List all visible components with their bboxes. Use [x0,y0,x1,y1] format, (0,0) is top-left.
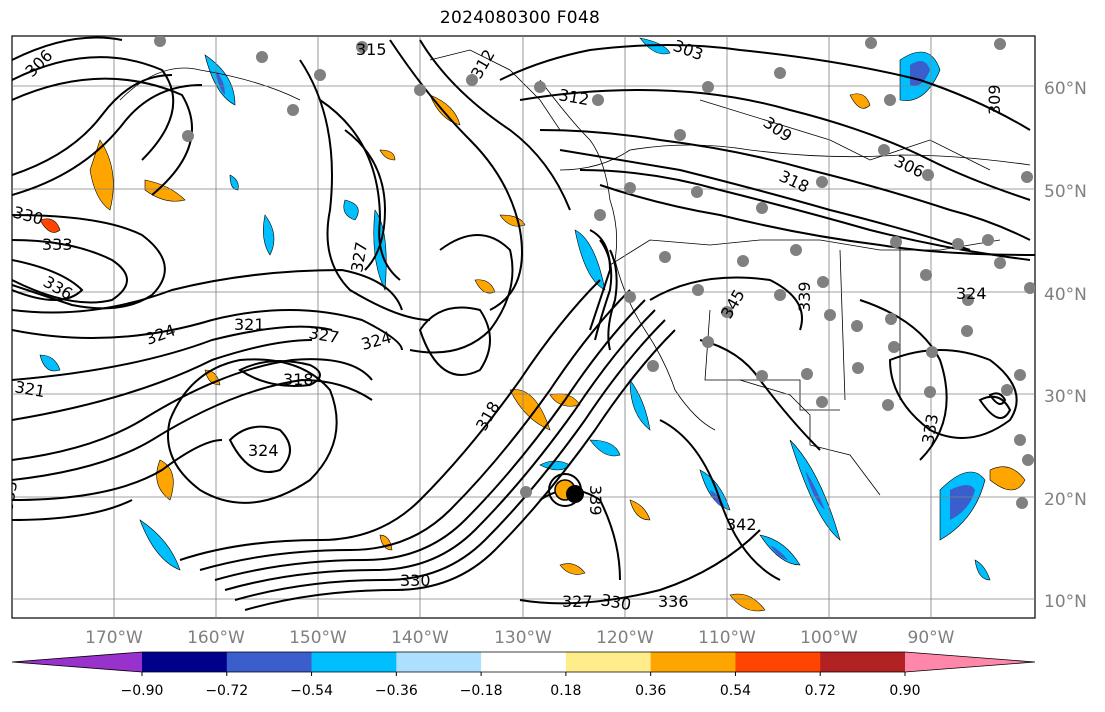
lon-tick-label: 90°W [908,628,955,648]
colorbar-tick-label: −0.54 [290,683,333,699]
colorbar-tick-label: 0.54 [720,683,751,699]
contour-label: 324 [956,284,987,303]
lon-tick-label: 100°W [800,628,858,648]
lat-tick-label: 60°N [1044,79,1087,99]
colorbar-segment [311,652,397,672]
contour-label: 315 [356,40,387,59]
colorbar-segment [142,652,228,672]
colorbar-segment [226,652,313,672]
contour-lines [12,36,1035,611]
colorbar-tick-label: 0.18 [550,683,581,699]
contour-label: 318 [283,370,314,389]
lat-tick-label: 20°N [1044,490,1087,510]
colorbar-segment [735,652,821,672]
colorbar-segment [396,652,482,672]
colorbar-tick-label: −0.72 [205,683,248,699]
colorbar-tick-label: −0.36 [375,683,418,699]
map-panel: 306 315 303 312 309 318 306 330 333 336 … [0,35,1036,619]
shaded-field [39,37,1026,612]
contour-label: 342 [726,515,757,534]
lon-tick-label: 160°W [187,628,245,648]
colorbar-tick-label: −0.90 [121,683,164,699]
contour-label: 309 [985,84,1004,115]
contour-label: 327 [562,592,593,611]
colorbar-segment [565,652,652,672]
colorbar-segment [820,652,906,672]
storm-center-marker [548,473,584,507]
colorbar-tick-label: −0.18 [460,683,503,699]
lon-tick-label: 150°W [289,628,347,648]
contour-label: 321 [234,315,265,334]
lat-tick-label: 40°N [1044,285,1087,305]
colorbar-segment [481,652,567,672]
contour-label: 339 [795,281,814,312]
contour-label: 333 [42,235,73,254]
contour-label: 324 [248,441,279,460]
lon-tick-label: 170°W [85,628,143,648]
contour-label: 336 [658,592,689,611]
colorbar-extend-high [905,652,1035,672]
lon-tick-label: 120°W [596,628,654,648]
coastlines [119,49,1031,496]
colorbar-tick-label: 0.36 [635,683,666,699]
contour-label: 330 [400,571,431,590]
lat-tick-label: 10°N [1044,592,1087,612]
chart-title: 2024080300 F048 [439,8,601,28]
lon-tick-label: 140°W [391,628,449,648]
longitude-axis: 170°W 160°W 150°W 140°W 130°W 120°W 110°… [85,628,955,648]
lat-tick-label: 30°N [1044,387,1087,407]
colorbar-tick-label: 0.90 [889,683,920,699]
latitude-axis: 60°N 50°N 40°N 30°N 20°N 10°N [1044,79,1087,612]
contour-label: 333 [0,479,21,512]
lat-tick-label: 50°N [1044,182,1087,202]
colorbar-segment [650,652,736,672]
colorbar-tick-label: 0.72 [805,683,836,699]
colorbar: −0.90 −0.72 −0.54 −0.36 −0.18 0.18 0.36 0.54 0.7… [11,651,1036,699]
contour-label: 339 [586,485,605,516]
colorbar-extend-low [12,652,142,672]
station-markers [154,36,1035,509]
lon-tick-label: 130°W [494,628,552,648]
lon-tick-label: 110°W [698,628,756,648]
